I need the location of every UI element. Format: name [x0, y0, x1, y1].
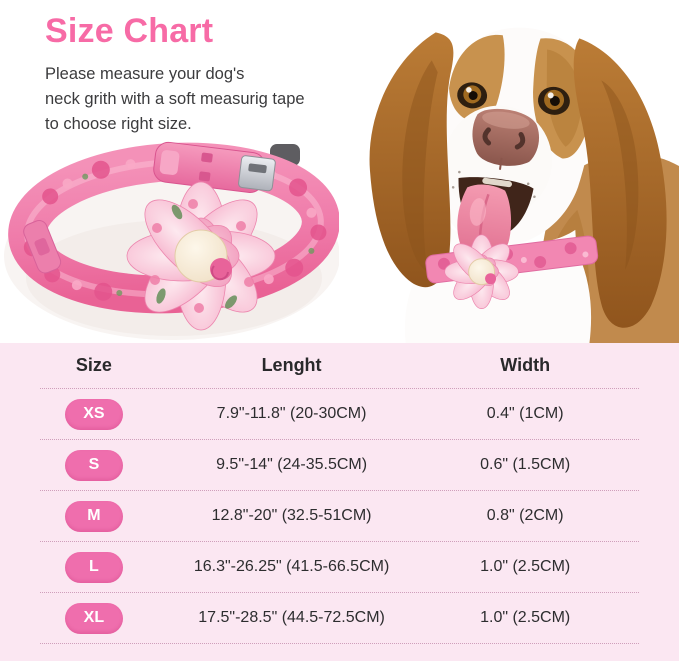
length-cell: 7.9"-11.8" (20-30CM): [216, 405, 367, 422]
dog-photo: [369, 27, 679, 345]
width-cell: 1.0" (2.5CM): [480, 609, 571, 626]
table-row-m: M 12.8"-20" (32.5-51CM) 0.8" (2CM): [40, 491, 639, 542]
hero-section: Size Chart Please measure your dog's nec…: [4, 12, 679, 345]
header-cell-length: Lenght: [261, 355, 322, 375]
page-title: Size Chart: [45, 12, 214, 50]
width-cell: 1.0" (2.5CM): [480, 558, 571, 575]
collar-buckle: [153, 141, 276, 193]
size-badge: M: [64, 500, 123, 532]
table-header-row: Size Lenght Width: [40, 343, 639, 389]
dog-collar-flower: [444, 234, 519, 309]
width-cell: 0.6" (1.5CM): [480, 456, 571, 473]
intro-block: Size Chart Please measure your dog's nec…: [45, 12, 305, 137]
dog-head: [435, 27, 593, 263]
table-row-s: S 9.5"-14" (24-35.5CM) 0.6" (1.5CM): [40, 440, 639, 491]
description: Please measure your dog's neck grith wit…: [45, 62, 305, 137]
size-badge: S: [64, 449, 123, 481]
description-line: neck grith with a soft measurig tape: [45, 90, 305, 108]
collar-photo: [4, 141, 339, 340]
length-cell: 12.8"-20" (32.5-51CM): [211, 507, 372, 524]
table-row-xs: XS 7.9"-11.8" (20-30CM) 0.4" (1CM): [40, 389, 639, 440]
length-cell: 16.3"-26.25" (41.5-66.5CM): [193, 558, 390, 575]
header-cell-size: Size: [75, 355, 112, 375]
description-line: to choose right size.: [45, 115, 192, 133]
dog-tongue: [457, 184, 512, 263]
size-table: Size Lenght Width XS 7.9"-11.8" (20-30CM…: [0, 343, 679, 661]
dog-eye-right: [538, 86, 570, 115]
length-cell: 17.5"-28.5" (44.5-72.5CM): [198, 609, 385, 626]
dog-eye-left: [457, 82, 488, 109]
table-row-l: L 16.3"-26.25" (41.5-66.5CM) 1.0" (2.5CM…: [40, 542, 639, 593]
table-row-xl: XL 17.5"-28.5" (44.5-72.5CM) 1.0" (2.5CM…: [40, 593, 639, 644]
collar-flower: [126, 181, 276, 331]
dog-nose: [472, 108, 539, 170]
dog-ear-left: [369, 32, 454, 288]
size-badge: L: [64, 551, 123, 583]
collar-slider: [23, 220, 62, 274]
size-badge: XS: [64, 398, 123, 430]
description-line: Please measure your dog's: [45, 65, 245, 83]
header-cell-width: Width: [500, 355, 551, 375]
width-cell: 0.8" (2CM): [486, 507, 564, 524]
width-cell: 0.4" (1CM): [486, 405, 564, 422]
length-cell: 9.5"-14" (24-35.5CM): [216, 456, 368, 473]
size-badge: XL: [64, 602, 123, 634]
